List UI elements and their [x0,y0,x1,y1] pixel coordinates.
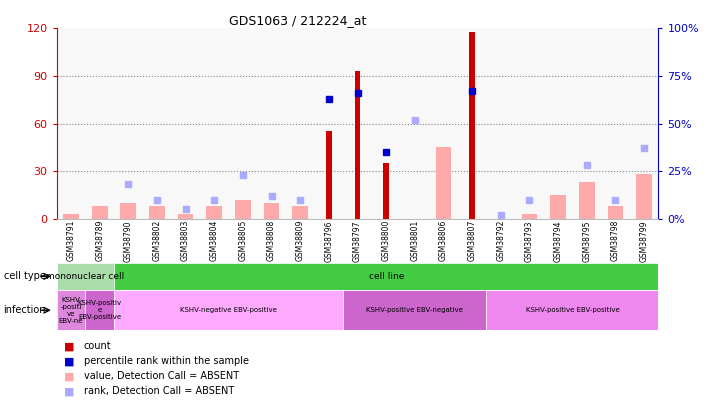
Bar [469,32,475,219]
Text: value, Detection Call = ABSENT: value, Detection Call = ABSENT [84,371,239,381]
Bar [57,290,85,330]
Bar [607,206,623,219]
Text: KSHV
-positi
ve
EBV-ne: KSHV -positi ve EBV-ne [59,297,84,324]
Text: KSHV-positive EBV-positive: KSHV-positive EBV-positive [525,307,620,313]
Bar [579,182,595,219]
Bar [206,206,222,219]
Bar [383,163,389,219]
Bar [522,214,537,219]
Bar [120,203,136,219]
Bar [343,290,486,330]
Bar [114,290,343,330]
Bar [550,195,566,219]
Text: cell line: cell line [368,272,404,281]
Text: cell type: cell type [4,271,45,281]
Bar [292,206,308,219]
Bar [235,200,251,219]
Bar [92,206,108,219]
Bar [178,214,193,219]
Text: ■: ■ [64,371,74,381]
Text: KSHV-positive EBV-negative: KSHV-positive EBV-negative [367,307,463,313]
Bar [263,203,280,219]
Bar [636,174,652,219]
Bar [435,147,452,219]
Text: percentile rank within the sample: percentile rank within the sample [84,356,249,366]
Bar [326,132,332,219]
Text: GDS1063 / 212224_at: GDS1063 / 212224_at [229,14,366,27]
Bar [63,214,79,219]
Bar [85,290,114,330]
Bar [486,290,658,330]
Text: rank, Detection Call = ABSENT: rank, Detection Call = ABSENT [84,386,234,396]
Bar [149,206,165,219]
Text: ■: ■ [64,356,74,366]
Text: ■: ■ [64,386,74,396]
Text: infection: infection [4,305,46,315]
Bar [355,71,360,219]
Text: count: count [84,341,111,351]
Text: ■: ■ [64,341,74,351]
Text: mononuclear cell: mononuclear cell [46,272,125,281]
Text: KSHV-positiv
e
EBV-positive: KSHV-positiv e EBV-positive [78,300,122,320]
Text: KSHV-negative EBV-positive: KSHV-negative EBV-positive [180,307,277,313]
Bar [57,263,114,290]
